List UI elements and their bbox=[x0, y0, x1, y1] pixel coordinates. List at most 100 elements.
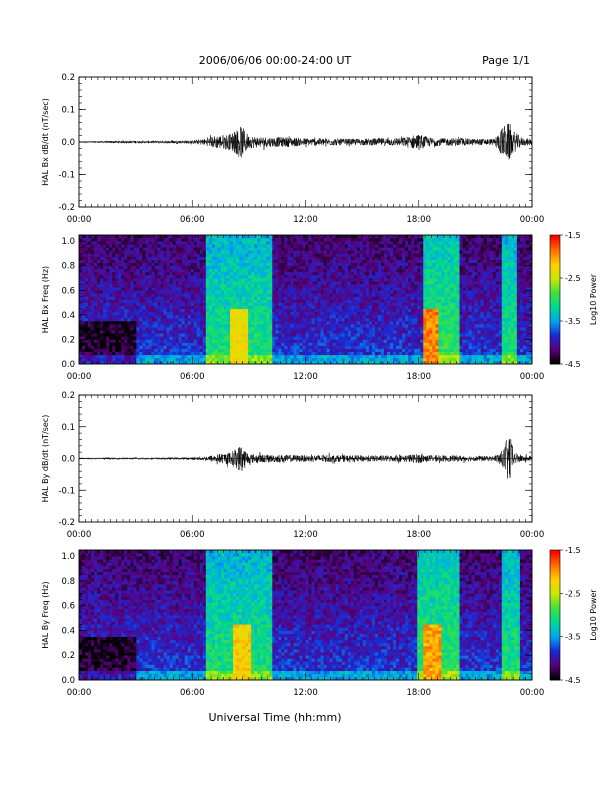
spectrogram-cell bbox=[414, 351, 418, 356]
spectrogram-cell bbox=[124, 290, 128, 294]
spectrogram-cell bbox=[248, 330, 252, 334]
spectrogram-cell bbox=[193, 268, 198, 273]
spectrogram-cell bbox=[160, 311, 164, 316]
spectrogram-cell bbox=[374, 333, 379, 337]
spectrogram-cell bbox=[335, 317, 340, 322]
spectrogram-cell bbox=[263, 333, 267, 337]
spectrogram-cell bbox=[323, 330, 327, 334]
spectrogram-cell bbox=[251, 265, 255, 270]
spectrogram-cells bbox=[79, 235, 533, 365]
spectrogram-cell bbox=[311, 296, 315, 300]
spectrogram-cell bbox=[82, 360, 86, 365]
spectrogram-cell bbox=[332, 271, 336, 276]
spectrogram-cell bbox=[145, 360, 149, 365]
spectrogram-cell bbox=[408, 354, 412, 359]
spectrogram-cell bbox=[387, 324, 391, 328]
spectrogram-cell bbox=[374, 321, 379, 325]
spectrogram-cell bbox=[94, 241, 98, 245]
spectrogram-cell bbox=[175, 354, 179, 359]
spectrogram-cell bbox=[275, 259, 279, 263]
spectrogram-cell bbox=[230, 256, 234, 260]
spectrogram-cell bbox=[390, 354, 394, 359]
spectrogram-cell bbox=[399, 351, 403, 356]
spectrogram-cell bbox=[414, 256, 418, 260]
spectrogram-cell bbox=[344, 262, 349, 267]
spectrogram-cell bbox=[341, 351, 346, 356]
spectrogram-cell bbox=[121, 299, 125, 303]
spectrogram-cell bbox=[311, 235, 315, 239]
spectrogram-cell bbox=[223, 330, 228, 334]
spectrogram-cell bbox=[347, 281, 352, 285]
spectrogram-cell bbox=[314, 244, 318, 248]
spectrogram-cell bbox=[239, 271, 243, 276]
spectrogram-cell bbox=[368, 274, 373, 279]
spectrogram-cell bbox=[290, 241, 294, 245]
spectrogram-cell bbox=[136, 321, 140, 325]
spectrogram-cell bbox=[396, 271, 400, 276]
spectrogram-cell bbox=[178, 287, 182, 291]
spectrogram-cell bbox=[97, 305, 101, 310]
spectrogram-cell bbox=[172, 235, 176, 239]
spectrogram-cell bbox=[193, 321, 198, 325]
spectrogram-cell bbox=[82, 296, 86, 300]
spectrogram-cell bbox=[157, 333, 161, 337]
spectrogram-cell bbox=[314, 265, 318, 270]
spectrogram-cell bbox=[353, 290, 358, 294]
spectrogram-cell bbox=[408, 327, 412, 331]
spectrogram-cell bbox=[169, 308, 173, 313]
spectrogram-cell bbox=[320, 265, 324, 270]
spectrogram-cell bbox=[79, 244, 83, 248]
spectrogram-cell bbox=[166, 235, 170, 239]
spectrogram-cell bbox=[193, 262, 198, 267]
spectrogram-cell bbox=[377, 287, 382, 291]
spectrogram-cell bbox=[245, 244, 249, 248]
spectrogram-cell bbox=[172, 244, 176, 248]
spectrogram-cell bbox=[184, 354, 189, 359]
spectrogram-cell bbox=[233, 287, 237, 291]
spectrogram-cell bbox=[91, 238, 95, 242]
spectrogram-cell bbox=[311, 271, 315, 276]
spectrogram-cell bbox=[91, 345, 95, 349]
spectrogram-cell bbox=[214, 244, 219, 248]
spectrogram-cell bbox=[139, 333, 143, 337]
spectrogram-cell bbox=[226, 274, 231, 279]
spectrogram-cell bbox=[314, 345, 318, 349]
spectrogram-cell bbox=[236, 253, 240, 257]
spectrogram-cell bbox=[154, 244, 158, 248]
spectrogram-cell bbox=[239, 302, 243, 306]
spectrogram-cell bbox=[408, 290, 412, 294]
spectrogram-cell bbox=[251, 339, 255, 343]
spectrogram-cell bbox=[335, 281, 340, 285]
spectrogram-cell bbox=[160, 324, 164, 328]
spectrogram-cell bbox=[335, 308, 340, 313]
spectrogram-cell bbox=[88, 253, 92, 257]
spectrogram-cell bbox=[338, 321, 343, 325]
spectrogram-cell bbox=[347, 265, 352, 270]
spectrogram-cell bbox=[230, 314, 234, 319]
spectrogram-cell bbox=[211, 256, 216, 260]
spectrogram-cell bbox=[254, 281, 258, 285]
spectrogram-cell bbox=[371, 241, 376, 245]
spectrogram-cell bbox=[112, 287, 116, 291]
spectrogram-cell bbox=[317, 290, 321, 294]
spectrogram-cell bbox=[163, 330, 167, 334]
spectrogram-cell bbox=[411, 351, 415, 356]
spectrogram-cell bbox=[115, 357, 119, 362]
spectrogram-cell bbox=[121, 262, 125, 267]
spectrogram-cell bbox=[305, 274, 309, 279]
spectrogram-cell bbox=[233, 268, 237, 273]
spectrogram-cell bbox=[127, 330, 131, 334]
spectrogram-cell bbox=[275, 336, 279, 340]
spectrogram-cell bbox=[157, 290, 161, 294]
spectrogram-cell bbox=[121, 333, 125, 337]
spectrogram-cell bbox=[136, 274, 140, 279]
spectrogram-cell bbox=[305, 321, 309, 325]
spectrogram-cell bbox=[169, 293, 173, 297]
spectrogram-cell bbox=[405, 345, 409, 349]
spectrogram-cell bbox=[257, 250, 261, 254]
spectrogram-cell bbox=[266, 321, 270, 325]
spectrogram-cell bbox=[91, 333, 95, 337]
spectrogram-cell bbox=[402, 262, 406, 267]
spectrogram-cell bbox=[332, 317, 336, 322]
spectrogram-cell bbox=[196, 330, 201, 334]
